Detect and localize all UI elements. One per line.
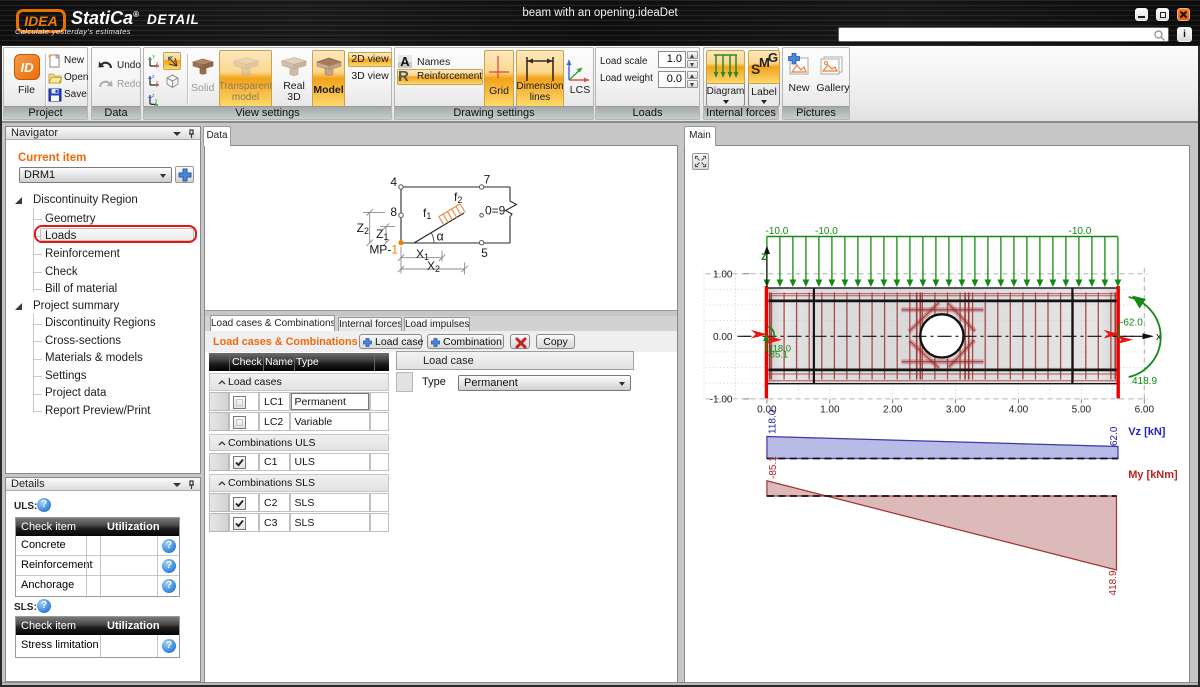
svg-text:118.0: 118.0 <box>768 409 779 434</box>
svg-text:5.00: 5.00 <box>1072 405 1092 416</box>
svg-text:y: y <box>155 98 158 104</box>
svg-text:X2: X2 <box>427 259 440 274</box>
svg-text:6.00: 6.00 <box>1135 405 1155 416</box>
svg-text:-10.0: -10.0 <box>1069 226 1092 237</box>
svg-text:z: z <box>152 93 155 99</box>
svg-text:418.9: 418.9 <box>1132 376 1157 387</box>
svg-text:-85.1: -85.1 <box>767 350 789 361</box>
svg-text:0=9: 0=9 <box>485 204 506 218</box>
svg-text:-1.00: -1.00 <box>710 395 733 406</box>
svg-text:My [kNm]: My [kNm] <box>1128 469 1178 481</box>
svg-text:418.9: 418.9 <box>1108 570 1119 595</box>
svg-text:5: 5 <box>481 246 488 260</box>
svg-text:0.00: 0.00 <box>757 405 777 416</box>
svg-text:-10.0: -10.0 <box>766 226 789 237</box>
svg-text:Z2: Z2 <box>357 221 369 236</box>
svg-text:α: α <box>437 230 444 244</box>
svg-text:4: 4 <box>390 175 397 189</box>
svg-text:x: x <box>156 61 159 67</box>
svg-text:-85.1: -85.1 <box>768 456 779 479</box>
svg-text:f2: f2 <box>454 190 462 205</box>
svg-text:A: A <box>400 55 410 68</box>
svg-text:118.0: 118.0 <box>768 344 791 355</box>
svg-text:1.00: 1.00 <box>713 269 733 280</box>
svg-text:f1: f1 <box>423 206 431 221</box>
svg-text:62.0: 62.0 <box>1109 426 1120 446</box>
svg-text:7: 7 <box>484 173 491 187</box>
svg-text:Y: Y <box>152 55 156 61</box>
svg-text:0.00: 0.00 <box>713 332 733 343</box>
svg-text:x: x <box>156 80 159 86</box>
svg-text:z: z <box>152 74 155 80</box>
svg-text:2.00: 2.00 <box>883 405 903 416</box>
svg-text:Z1: Z1 <box>376 227 388 242</box>
svg-text:Vz [kN]: Vz [kN] <box>1128 426 1166 438</box>
svg-text:1.00: 1.00 <box>820 405 840 416</box>
svg-text:MP-1: MP-1 <box>369 243 398 257</box>
svg-text:4.00: 4.00 <box>1009 405 1029 416</box>
svg-text:x: x <box>1156 331 1162 343</box>
svg-text:-10.0: -10.0 <box>815 226 838 237</box>
svg-text:3.00: 3.00 <box>946 405 966 416</box>
svg-text:z: z <box>761 251 767 263</box>
svg-text:8: 8 <box>390 205 397 219</box>
svg-text:-62.0: -62.0 <box>1120 318 1143 329</box>
